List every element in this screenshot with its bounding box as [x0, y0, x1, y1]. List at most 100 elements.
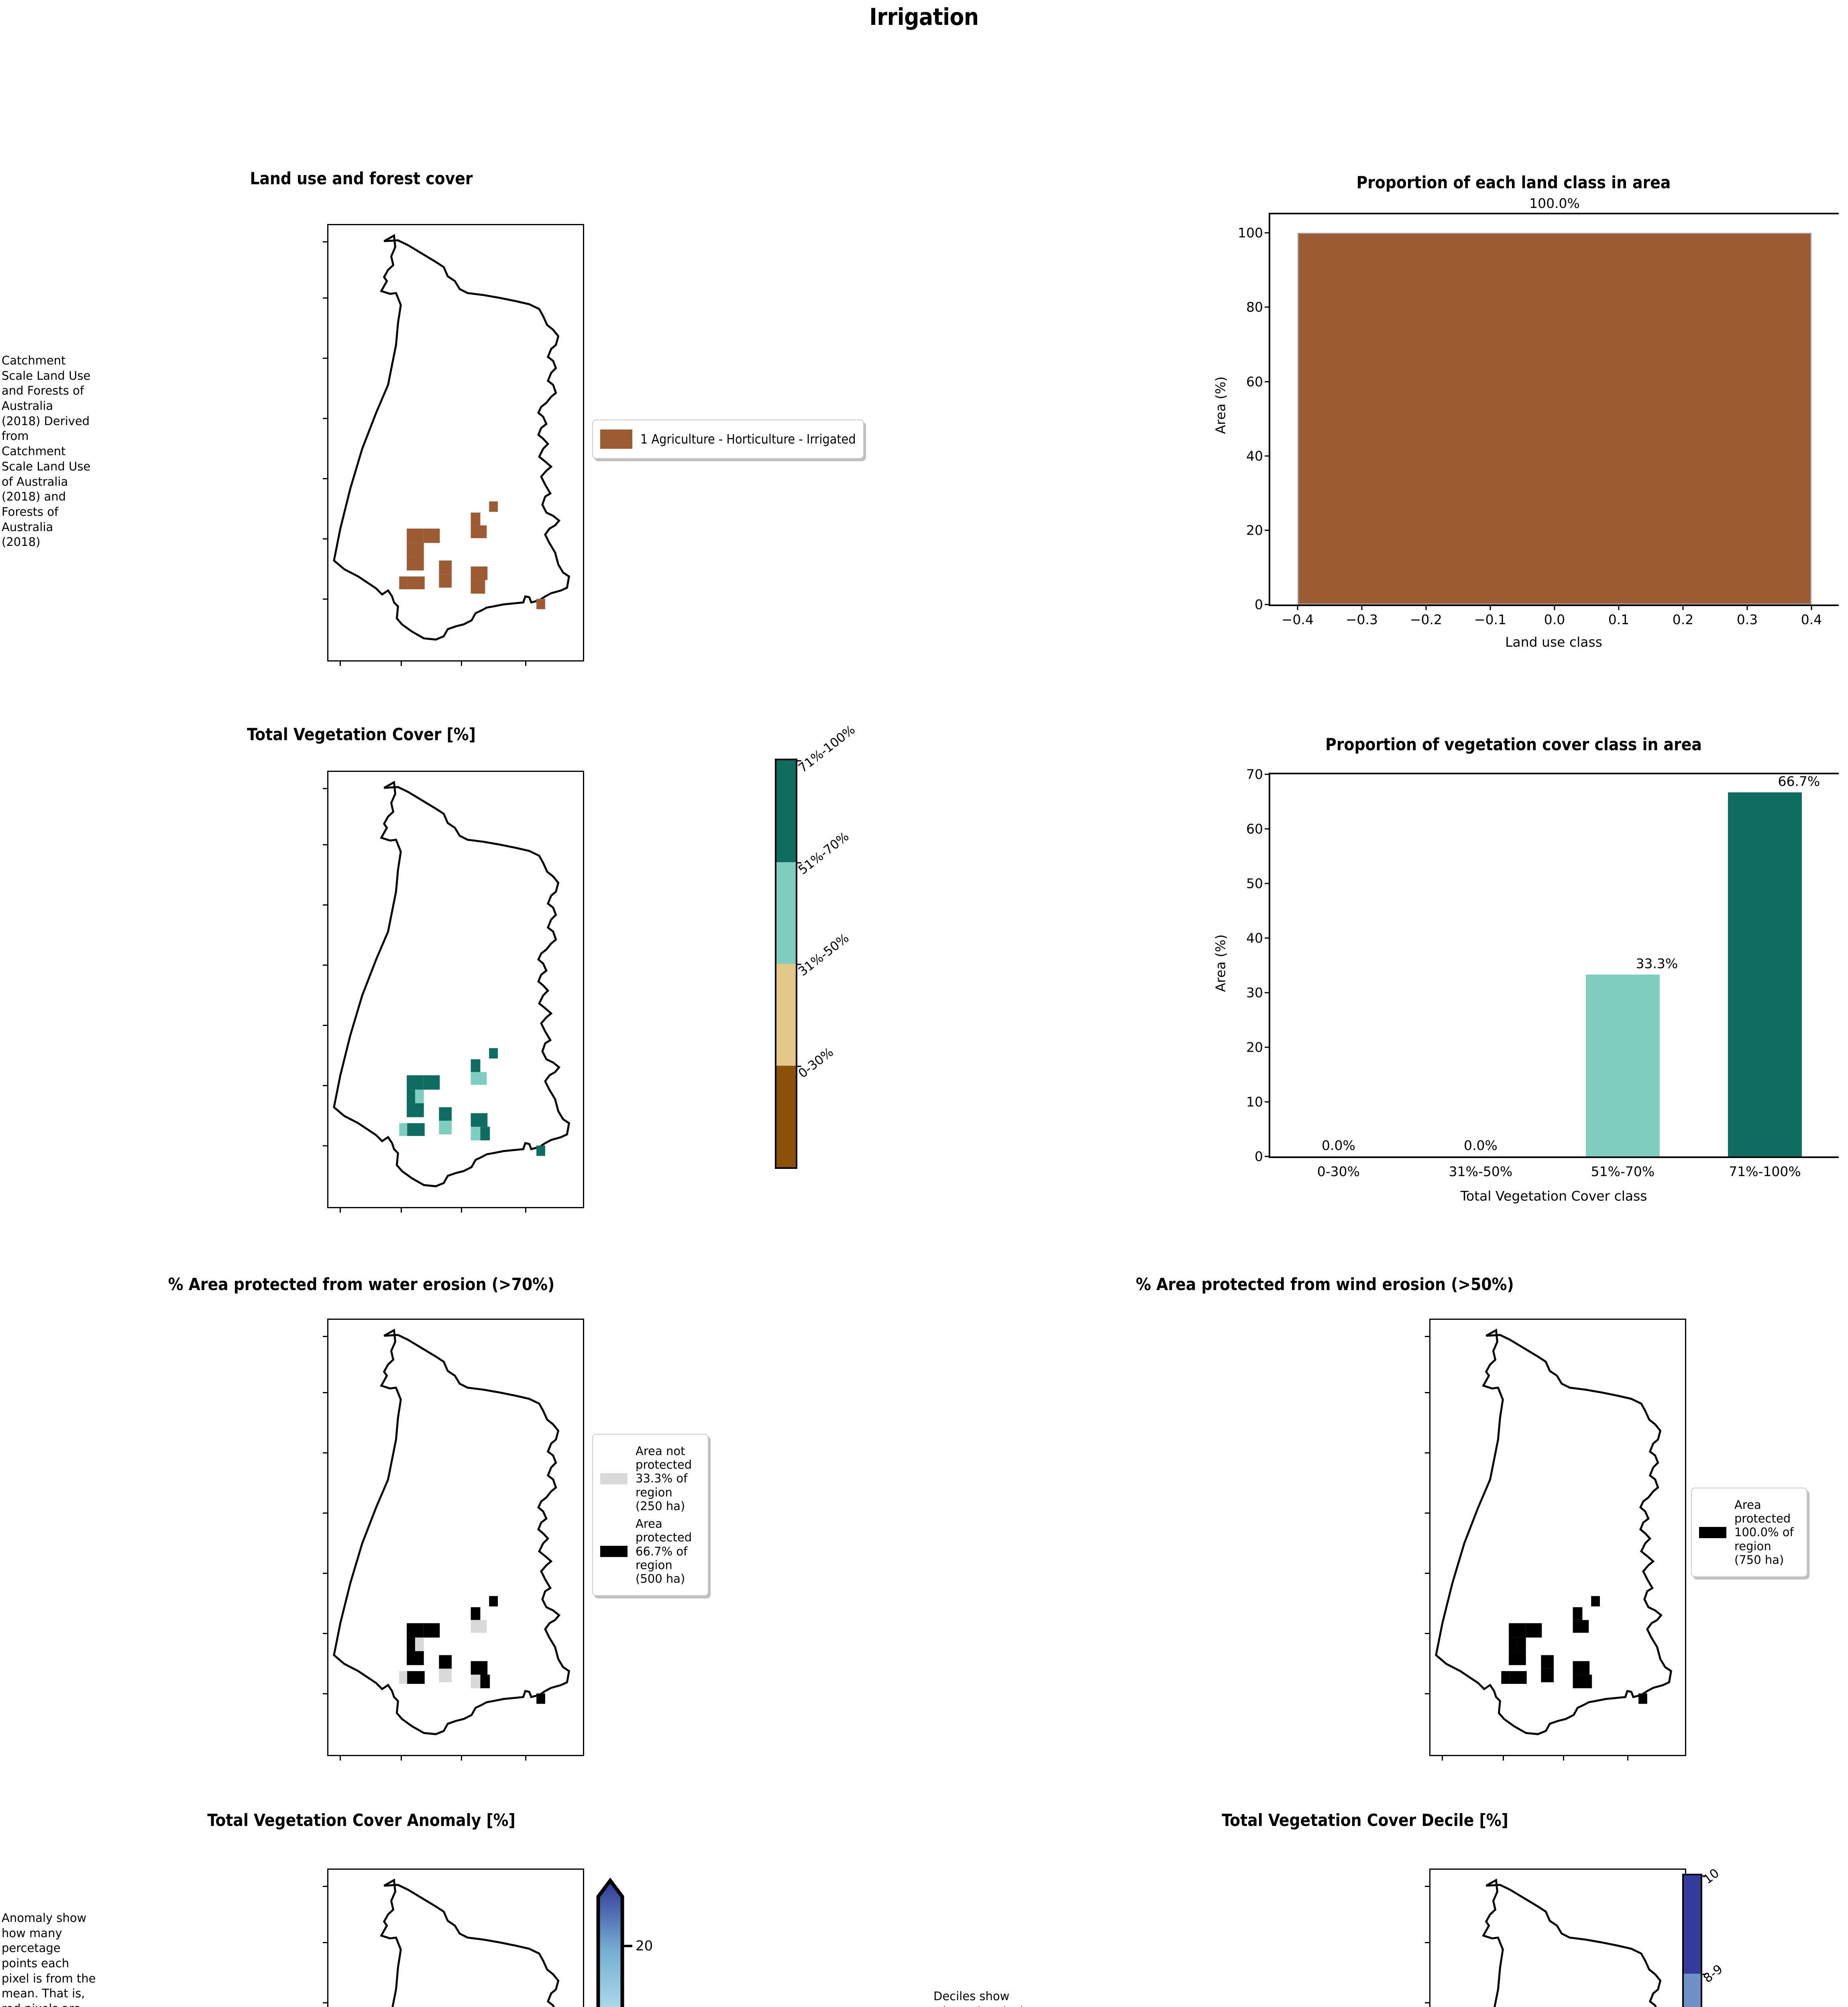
ytick2-10: 10	[1246, 1094, 1263, 1110]
xtick2-3: 71%-100%	[1729, 1164, 1801, 1179]
veg-cover-ylabel: Area (%)	[1212, 934, 1229, 992]
bar-value-31-50: 0.0%	[1463, 1138, 1498, 1153]
land-class-ylabel: Area (%)	[1212, 376, 1229, 434]
legend-label-agriculture: 1 Agriculture - Horticulture - Irrigated	[640, 432, 856, 447]
water-erosion-pixels	[399, 1596, 545, 1704]
decile-map-svg	[1482, 1878, 1662, 2007]
ytick-40: 40	[1246, 448, 1263, 464]
veg-cover-plot-area: 0.0% 0.0% 33.3% 66.7% 0 10 20 30 40 50 6…	[1246, 767, 1839, 1179]
decile-colorbar[interactable]: 10 8-9 4-7 2-3 1	[1682, 1866, 1726, 2007]
anomaly-panel-title: Total Vegetation Cover Anomaly [%]	[207, 1810, 515, 1830]
bar-value-71-100: 66.7%	[1778, 773, 1820, 790]
anomaly-colorbar-svg	[596, 1877, 632, 2007]
legend-swatch-agriculture	[600, 429, 632, 449]
cbar-seg-51-70	[776, 862, 796, 964]
legend-row-protected[interactable]: Area protected 66.7% of region (500 ha)	[600, 1517, 701, 1586]
wind-erosion-panel-title: % Area protected from wind erosion (>50%…	[1136, 1274, 1514, 1294]
veg-cover-map-svg	[333, 780, 570, 1187]
xtick2-2: 51%-70%	[1591, 1164, 1655, 1179]
cbar-seg-0-30	[776, 1065, 796, 1167]
cbar-label-51-70: 51%-70%	[795, 829, 852, 877]
legend-row-not-protected[interactable]: Area not protected 33.3% of region (250 …	[600, 1444, 701, 1513]
bar-51-70[interactable]	[1585, 975, 1660, 1156]
xtick-3: −0.1	[1474, 612, 1507, 627]
xtick-4: 0.0	[1544, 612, 1565, 627]
veg-cover-panel-title: Total Vegetation Cover [%]	[247, 725, 476, 744]
land-class-xlabel: Land use class	[1505, 634, 1602, 650]
legend-row-wind-protected[interactable]: Area protected 100.0% of region (750 ha)	[1699, 1498, 1799, 1567]
anomaly-colorbar[interactable]: 20 10 0 −10 −20	[588, 1873, 709, 2007]
wind-erosion-legend[interactable]: Area protected 100.0% of region (750 ha)	[1691, 1488, 1807, 1578]
land-class-chart-title: Proportion of each land class in area	[1356, 173, 1671, 192]
ytick2-30: 30	[1246, 985, 1263, 1001]
water-erosion-panel-title: % Area protected from water erosion (>70…	[168, 1274, 555, 1294]
veg-cover-pixels	[399, 1048, 545, 1156]
cbar-label-31-50: 31%-50%	[795, 931, 852, 979]
ytick-20: 20	[1246, 522, 1263, 538]
cbar-label-0-30: 0-30%	[795, 1044, 836, 1081]
legend-swatch-wind-protected	[1699, 1527, 1726, 1538]
bar-71-100[interactable]	[1728, 792, 1802, 1156]
bar-value-agriculture: 100.0%	[1529, 195, 1580, 211]
cbar-seg-71-100	[776, 760, 796, 862]
land-use-panel-title: Land use and forest cover	[250, 169, 473, 188]
wind-erosion-map-svg	[1435, 1328, 1673, 1735]
land-use-source-note: Catchment Scale Land Use and Forests of …	[2, 354, 91, 549]
land-use-legend[interactable]: 1 Agriculture - Horticulture - Irrigated	[592, 419, 864, 459]
ytick2-40: 40	[1246, 930, 1263, 946]
land-use-map[interactable]	[323, 224, 584, 666]
ytick2-70: 70	[1246, 766, 1263, 782]
xtick-2: −0.2	[1410, 612, 1443, 627]
xtick-0: −0.4	[1281, 612, 1314, 627]
ytick-0: 0	[1255, 596, 1263, 613]
bar-value-0-30: 0.0%	[1321, 1138, 1355, 1153]
land-class-proportion-chart: Proportion of each land class in area 10…	[1188, 173, 1839, 670]
xtick-1: −0.3	[1345, 612, 1378, 627]
decile-map[interactable]	[1425, 1869, 1686, 2007]
decile-note: Deciles show where the pixel value lies …	[933, 1989, 1023, 2007]
ytick2-60: 60	[1246, 821, 1263, 837]
veg-cover-map[interactable]	[323, 771, 584, 1213]
xtick-8: 0.4	[1801, 612, 1822, 627]
wind-erosion-map[interactable]	[1425, 1319, 1686, 1761]
veg-cover-colorbar[interactable]: 71%-100% 51%-70% 31%-50% 0-30%	[775, 723, 858, 1169]
veg-cover-proportion-chart: Proportion of vegetation cover class in …	[1188, 735, 1839, 1240]
xtick-7: 0.3	[1736, 612, 1758, 627]
page-title: Irrigation	[869, 3, 979, 31]
ytick2-20: 20	[1246, 1039, 1263, 1055]
xtick2-1: 31%-50%	[1449, 1164, 1513, 1179]
anomaly-map-svg	[380, 1878, 560, 2007]
cbar-seg-31-50	[776, 964, 796, 1066]
anomaly-note: Anomaly show how many percetage points e…	[2, 1911, 96, 2007]
ytick2-0: 0	[1255, 1148, 1263, 1164]
xtick-6: 0.2	[1672, 612, 1694, 627]
legend-label-protected: Area protected 66.7% of region (500 ha)	[636, 1517, 692, 1586]
water-erosion-map-svg	[333, 1328, 570, 1735]
land-class-plot-area: 100.0% 0 20 40 60 80 100 −0.4 −0.3 −0.2 …	[1238, 195, 1839, 627]
xtick2-0: 0-30%	[1317, 1164, 1360, 1179]
bar-agriculture[interactable]	[1297, 233, 1812, 605]
cbar-label-71-100: 71%-100%	[795, 723, 858, 776]
legend-swatch-protected	[600, 1545, 628, 1557]
land-use-map-svg	[333, 234, 570, 641]
legend-swatch-not-protected	[600, 1473, 628, 1484]
ytick-60: 60	[1246, 374, 1263, 390]
ytick2-50: 50	[1246, 875, 1263, 892]
xtick-5: 0.1	[1608, 612, 1630, 627]
wind-erosion-pixels	[1501, 1596, 1647, 1704]
bar-value-51-70: 33.3%	[1636, 956, 1678, 972]
legend-label-not-protected: Area not protected 33.3% of region (250 …	[636, 1444, 692, 1513]
water-erosion-legend[interactable]: Area not protected 33.3% of region (250 …	[592, 1434, 709, 1596]
water-erosion-map[interactable]	[323, 1319, 584, 1761]
decile-label-10: 10	[1700, 1866, 1722, 1887]
decile-label-8-9: 8-9	[1700, 1961, 1726, 1986]
ytick-80: 80	[1246, 299, 1263, 315]
ytick-100: 100	[1238, 225, 1263, 241]
decile-seg-10	[1684, 1875, 1701, 1974]
anomaly-map[interactable]	[323, 1869, 584, 2007]
veg-cover-xlabel: Total Vegetation Cover class	[1460, 1188, 1647, 1204]
anomaly-tick-20: 20	[636, 1938, 653, 1954]
land-use-pixels	[399, 501, 545, 609]
decile-seg-8-9	[1684, 1974, 1701, 2007]
decile-panel-title: Total Vegetation Cover Decile [%]	[1222, 1810, 1508, 1830]
